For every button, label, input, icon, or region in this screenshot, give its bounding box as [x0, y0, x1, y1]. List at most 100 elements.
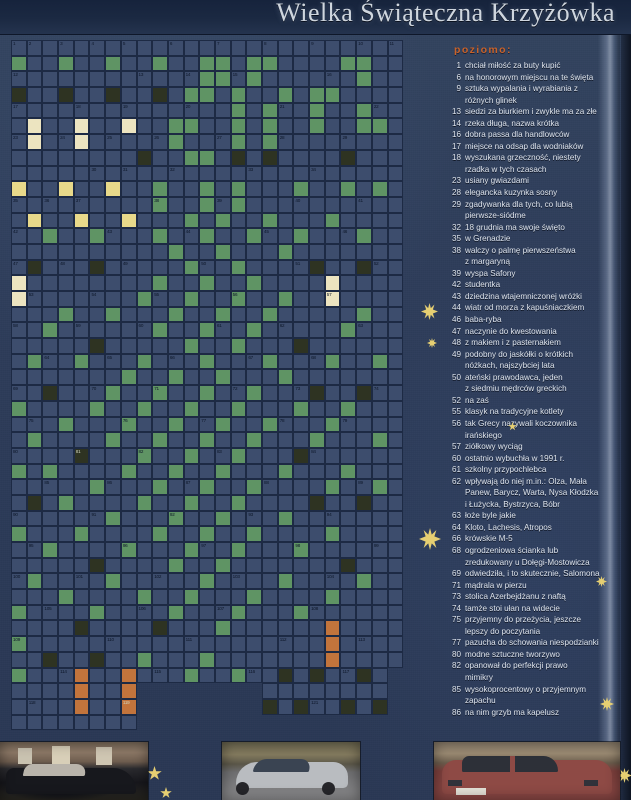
grid-cell[interactable]: [183, 667, 200, 684]
grid-cell[interactable]: [89, 651, 106, 668]
grid-cell[interactable]: [230, 604, 247, 621]
grid-cell[interactable]: [293, 416, 310, 433]
grid-cell[interactable]: 5: [120, 40, 137, 56]
grid-cell[interactable]: [105, 557, 121, 574]
grid-cell[interactable]: 26: [152, 134, 168, 150]
grid-cell[interactable]: [214, 291, 231, 307]
grid-cell[interactable]: 45: [262, 228, 278, 244]
grid-cell[interactable]: [340, 542, 357, 558]
grid-cell[interactable]: 36: [42, 196, 59, 213]
grid-cell[interactable]: [199, 526, 215, 542]
grid-cell[interactable]: 16: [324, 71, 341, 88]
grid-cell[interactable]: 116: [246, 667, 262, 684]
grid-cell[interactable]: [309, 494, 325, 511]
grid-cell[interactable]: [26, 463, 43, 480]
grid-cell[interactable]: [309, 149, 325, 166]
grid-cell[interactable]: [230, 55, 247, 72]
grid-cell[interactable]: [293, 291, 310, 307]
grid-cell[interactable]: [26, 589, 43, 605]
grid-cell[interactable]: [183, 259, 200, 276]
grid-cell[interactable]: [262, 181, 278, 197]
grid-cell[interactable]: 41: [356, 196, 372, 213]
grid-cell[interactable]: [136, 228, 153, 244]
grid-cell[interactable]: [11, 604, 27, 621]
grid-cell[interactable]: [246, 181, 262, 197]
grid-cell[interactable]: [89, 479, 106, 495]
grid-cell[interactable]: [293, 71, 310, 88]
grid-cell[interactable]: [246, 620, 262, 637]
grid-cell[interactable]: [340, 589, 357, 605]
grid-cell[interactable]: [262, 447, 278, 464]
grid-cell[interactable]: [167, 196, 184, 213]
grid-cell[interactable]: [89, 243, 106, 260]
grid-cell[interactable]: [58, 698, 74, 715]
grid-cell[interactable]: [230, 510, 247, 527]
grid-cell[interactable]: [167, 620, 184, 637]
grid-cell[interactable]: [58, 620, 74, 637]
grid-cell[interactable]: 62: [277, 322, 294, 339]
grid-cell[interactable]: [42, 636, 59, 652]
grid-cell[interactable]: [324, 228, 341, 244]
grid-cell[interactable]: 65: [105, 353, 121, 370]
grid-cell[interactable]: [199, 243, 215, 260]
grid-cell[interactable]: [293, 698, 310, 715]
grid-cell[interactable]: [183, 620, 200, 637]
grid-cell[interactable]: [293, 322, 310, 339]
grid-cell[interactable]: [277, 573, 294, 590]
grid-cell[interactable]: [11, 542, 27, 558]
grid-cell[interactable]: [262, 400, 278, 417]
grid-cell[interactable]: [277, 118, 294, 135]
grid-cell[interactable]: [309, 400, 325, 417]
grid-cell[interactable]: [371, 149, 388, 166]
grid-cell[interactable]: 13: [136, 71, 153, 88]
grid-cell[interactable]: [89, 275, 106, 291]
grid-cell[interactable]: 91: [89, 510, 106, 527]
grid-cell[interactable]: [120, 683, 137, 699]
grid-cell[interactable]: [136, 651, 153, 668]
grid-cell[interactable]: [136, 102, 153, 119]
grid-cell[interactable]: [183, 510, 200, 527]
grid-cell[interactable]: [262, 87, 278, 103]
grid-cell[interactable]: [356, 385, 372, 401]
grid-cell[interactable]: [167, 479, 184, 495]
grid-cell[interactable]: 42: [11, 228, 27, 244]
grid-cell[interactable]: 72: [230, 385, 247, 401]
grid-cell[interactable]: 75: [26, 416, 43, 433]
grid-cell[interactable]: [309, 259, 325, 276]
grid-cell[interactable]: [89, 259, 106, 276]
grid-cell[interactable]: [105, 275, 121, 291]
grid-cell[interactable]: [324, 102, 341, 119]
grid-cell[interactable]: [356, 118, 372, 135]
grid-cell[interactable]: [58, 494, 74, 511]
grid-cell[interactable]: [324, 604, 341, 621]
grid-cell[interactable]: [387, 338, 404, 354]
grid-cell[interactable]: [262, 416, 278, 433]
grid-cell[interactable]: [309, 291, 325, 307]
grid-cell[interactable]: [246, 40, 262, 56]
grid-cell[interactable]: [73, 212, 90, 229]
grid-cell[interactable]: 49: [120, 259, 137, 276]
grid-cell[interactable]: 121: [309, 698, 325, 715]
grid-cell[interactable]: [136, 118, 153, 135]
grid-cell[interactable]: [371, 243, 388, 260]
grid-cell[interactable]: [105, 620, 121, 637]
grid-cell[interactable]: [387, 416, 404, 433]
grid-cell[interactable]: [277, 196, 294, 213]
grid-cell[interactable]: [356, 573, 372, 590]
grid-cell[interactable]: [152, 636, 168, 652]
grid-cell[interactable]: [167, 542, 184, 558]
grid-cell[interactable]: [309, 118, 325, 135]
grid-cell[interactable]: [387, 181, 404, 197]
grid-cell[interactable]: [230, 40, 247, 56]
grid-cell[interactable]: [167, 416, 184, 433]
grid-cell[interactable]: [277, 40, 294, 56]
grid-cell[interactable]: [371, 479, 388, 495]
grid-cell[interactable]: [136, 149, 153, 166]
grid-cell[interactable]: [371, 494, 388, 511]
grid-cell[interactable]: [152, 87, 168, 103]
grid-cell[interactable]: [246, 479, 262, 495]
grid-cell[interactable]: 111: [183, 636, 200, 652]
grid-cell[interactable]: [199, 228, 215, 244]
grid-cell[interactable]: [387, 510, 404, 527]
grid-cell[interactable]: [214, 259, 231, 276]
